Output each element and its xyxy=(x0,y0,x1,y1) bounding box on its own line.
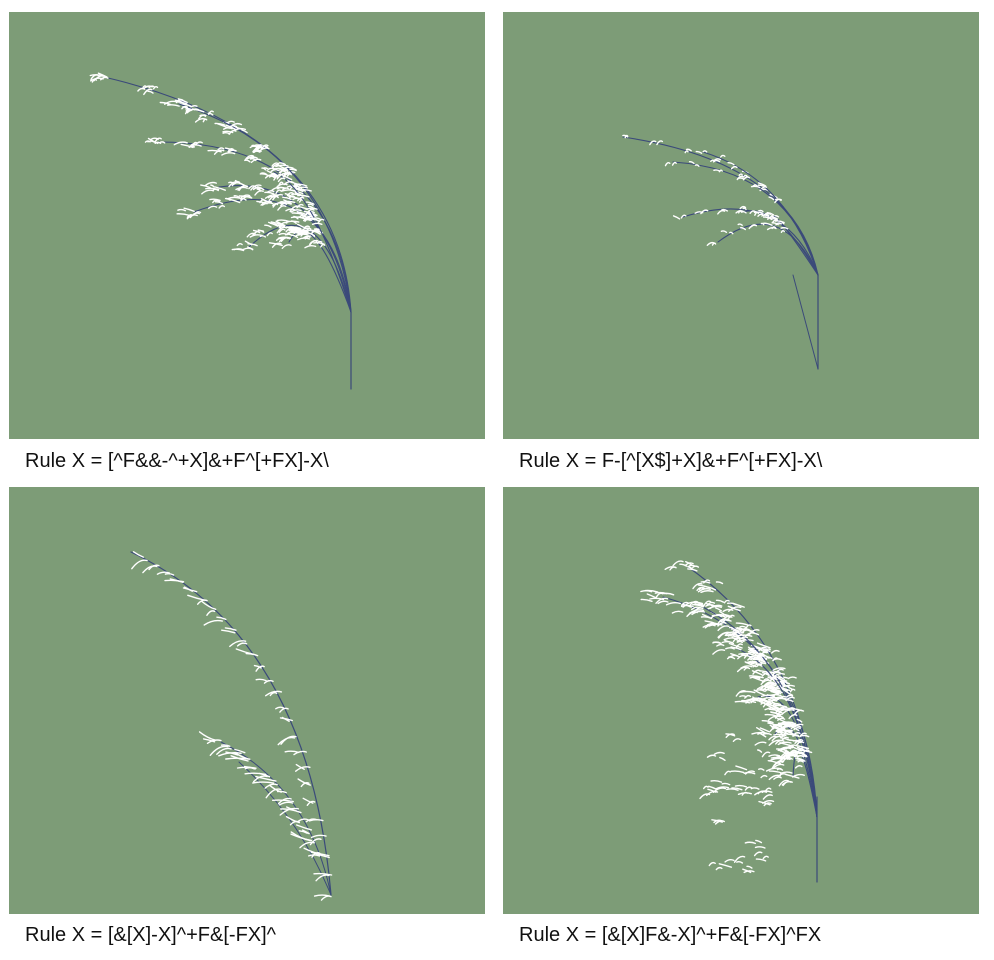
rule-caption-2: Rule X = F-[^[X$]+X]&+F^[+FX]-X\ xyxy=(519,450,823,472)
rule-caption-3: Rule X = [&[X]-X]^+F&[-FX]^ xyxy=(25,924,277,946)
rule-caption-4: Rule X = [&[X]F&-X]^+F&[-FX]^FX xyxy=(519,924,822,946)
plant-render-panel-2 xyxy=(503,12,979,439)
rule-caption-1: Rule X = [^F&&-^+X]&+F^[+FX]-X\ xyxy=(25,450,329,472)
grass-plant-single-arc-icon xyxy=(130,551,333,901)
grass-plant-dense-icon xyxy=(89,72,352,390)
plant-render-panel-4 xyxy=(503,487,979,914)
grass-plant-sparse-icon xyxy=(622,134,819,370)
grass-plant-bushy-icon xyxy=(640,560,818,883)
plant-render-panel-1 xyxy=(9,12,485,439)
plant-render-panel-3 xyxy=(9,487,485,914)
